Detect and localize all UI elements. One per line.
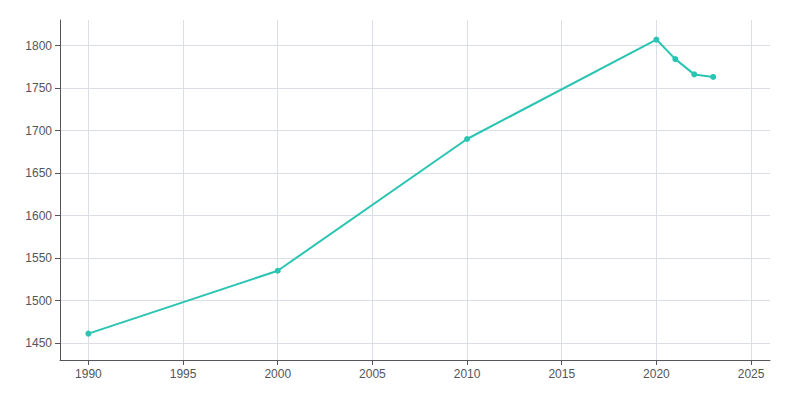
svg-text:1750: 1750 (25, 81, 52, 95)
svg-text:2000: 2000 (264, 367, 291, 381)
svg-text:2005: 2005 (359, 367, 386, 381)
svg-text:1700: 1700 (25, 124, 52, 138)
svg-text:1550: 1550 (25, 251, 52, 265)
svg-text:1450: 1450 (25, 336, 52, 350)
svg-text:2015: 2015 (548, 367, 575, 381)
svg-text:1800: 1800 (25, 39, 52, 53)
svg-text:2020: 2020 (643, 367, 670, 381)
svg-text:2010: 2010 (454, 367, 481, 381)
svg-text:1650: 1650 (25, 166, 52, 180)
svg-text:1990: 1990 (75, 367, 102, 381)
svg-text:2025: 2025 (738, 367, 765, 381)
svg-text:1600: 1600 (25, 209, 52, 223)
svg-text:1995: 1995 (170, 367, 197, 381)
svg-text:1500: 1500 (25, 294, 52, 308)
